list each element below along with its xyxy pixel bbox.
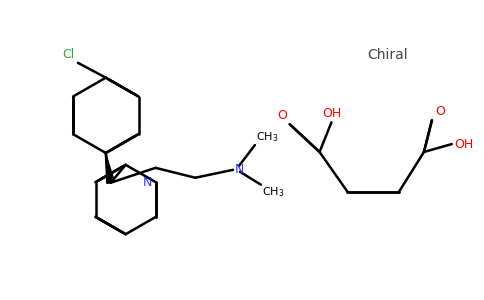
Text: CH$_3$: CH$_3$ bbox=[256, 130, 278, 144]
Text: OH: OH bbox=[322, 107, 341, 120]
Polygon shape bbox=[106, 153, 115, 183]
Text: N: N bbox=[142, 176, 152, 189]
Text: Cl: Cl bbox=[63, 48, 75, 61]
Text: O: O bbox=[435, 105, 445, 118]
Text: N: N bbox=[235, 163, 244, 176]
Text: OH: OH bbox=[454, 138, 473, 151]
Text: O: O bbox=[277, 109, 287, 122]
Text: CH$_3$: CH$_3$ bbox=[262, 186, 285, 200]
Text: Chiral: Chiral bbox=[367, 48, 408, 62]
